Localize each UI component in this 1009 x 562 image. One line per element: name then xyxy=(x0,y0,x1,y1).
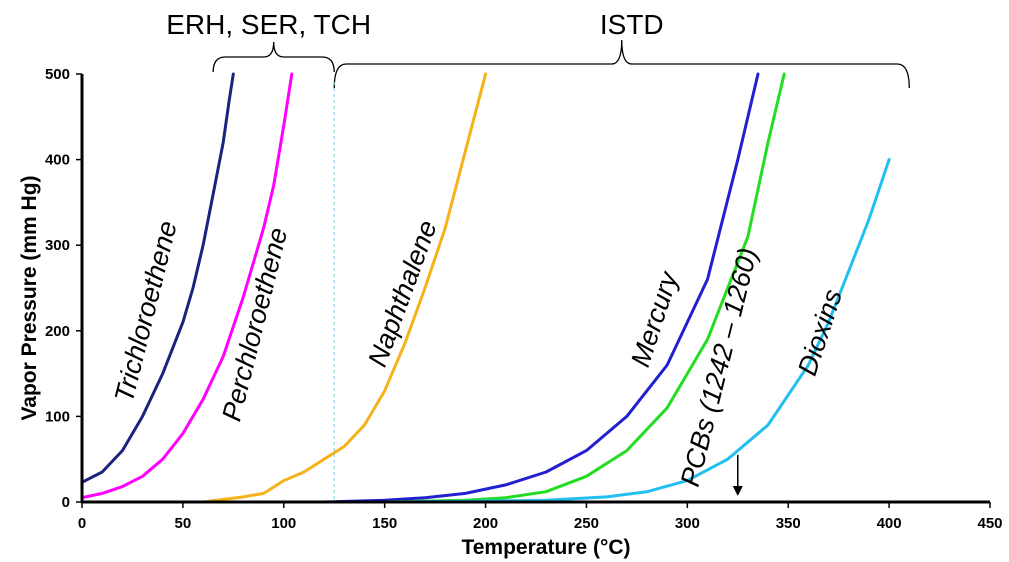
x-tick-label: 400 xyxy=(877,515,902,532)
series-label-trichloroethene: Trichloroethene xyxy=(109,218,183,405)
series-line-dioxins xyxy=(383,158,891,504)
series-line-naphthalene xyxy=(201,72,488,504)
range-brackets xyxy=(212,39,910,89)
x-tick-label: 100 xyxy=(271,515,296,532)
annotation-arrow-head xyxy=(732,486,743,496)
x-tick-label: 0 xyxy=(78,515,86,532)
x-tick-label: 250 xyxy=(574,515,599,532)
bracket-istd xyxy=(333,39,910,89)
x-tick-label: 200 xyxy=(473,515,498,532)
x-tick-label: 450 xyxy=(977,515,1002,532)
series-line-pcbs-1242-1260 xyxy=(383,72,786,504)
series-label-pcbs: PCBs (1242 – 1260) xyxy=(675,245,763,490)
series-label-dioxins: Dioxins xyxy=(792,286,848,379)
x-tick-label: 150 xyxy=(372,515,397,532)
x-axis-ticks: 0 50 100 150 200 250 300 350 400 450 xyxy=(78,502,1003,532)
series-line-perchloroethene xyxy=(80,72,294,500)
x-tick-label: 50 xyxy=(175,515,192,532)
series-label-mercury: Mercury xyxy=(625,267,684,370)
y-tick-label: 0 xyxy=(62,494,70,511)
y-tick-label: 100 xyxy=(45,408,70,425)
y-tick-label: 300 xyxy=(45,237,70,254)
axes xyxy=(80,74,990,504)
x-axis-title: Temperature (°C) xyxy=(461,536,630,559)
x-tick-label: 300 xyxy=(675,515,700,532)
series-line-mercury xyxy=(322,72,760,504)
range-label-istd: ISTD xyxy=(600,9,664,40)
range-labels: ERH, SER, TCH ISTD xyxy=(166,9,663,40)
y-tick-label: 200 xyxy=(45,323,70,340)
bracket-erh-ser-tch xyxy=(212,41,335,73)
range-label-erh-ser-tch: ERH, SER, TCH xyxy=(166,9,371,40)
y-tick-label: 500 xyxy=(45,66,70,83)
y-tick-label: 400 xyxy=(45,152,70,169)
y-axis-title: Vapor Pressure (mm Hg) xyxy=(18,175,41,420)
series-line-trichloroethene xyxy=(80,72,235,484)
y-axis-ticks: 0 100 200 300 400 500 xyxy=(45,66,82,511)
x-tick-label: 350 xyxy=(776,515,801,532)
series-labels: Trichloroethene Perchloroethene Naphthal… xyxy=(109,216,848,489)
series-lines xyxy=(80,72,891,504)
